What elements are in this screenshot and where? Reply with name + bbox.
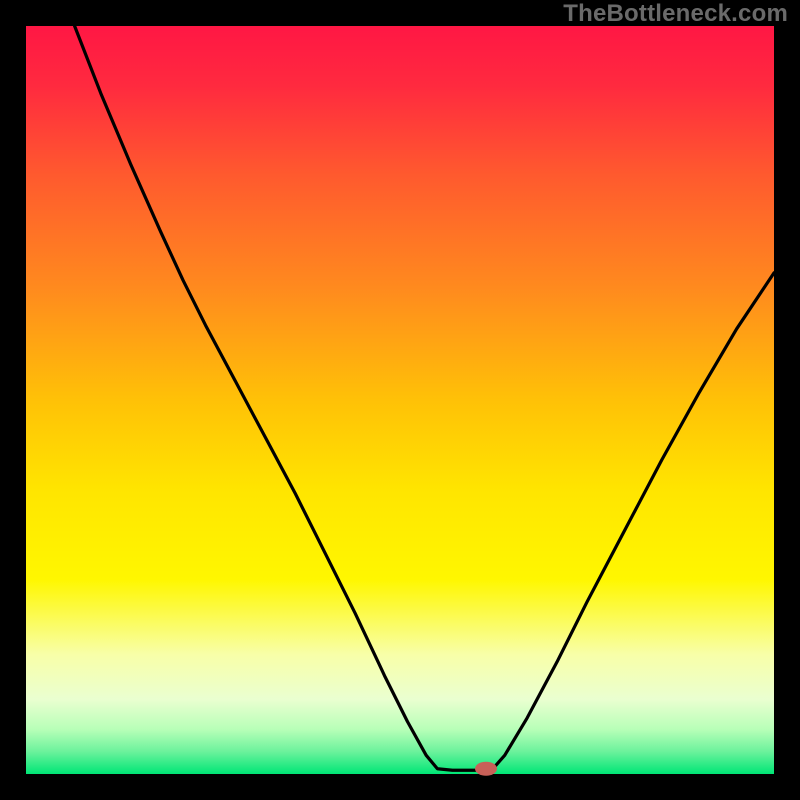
chart-svg [0, 0, 800, 800]
watermark-text: TheBottleneck.com [563, 0, 788, 28]
optimal-marker [475, 762, 497, 776]
plot-background [26, 26, 774, 774]
chart-container: TheBottleneck.com [0, 0, 800, 800]
